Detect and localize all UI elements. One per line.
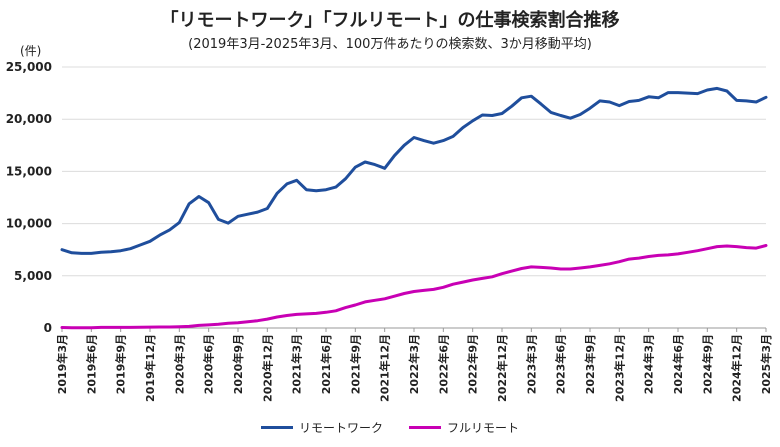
x-tick-label: 2024年12月: [730, 334, 744, 402]
y-tick-label: 10,000: [6, 217, 52, 231]
x-tick-label: 2023年3月: [524, 334, 538, 394]
x-tick-label: 2020年9月: [231, 334, 245, 394]
x-tick-label: 2022年12月: [495, 334, 509, 402]
legend-swatch-remote-work: [260, 426, 293, 429]
x-tick-label: 2019年6月: [84, 334, 98, 394]
x-tick-label: 2022年6月: [436, 334, 450, 394]
x-tick-label: 2021年12月: [378, 334, 392, 402]
legend-item-remote-work: リモートワーク: [260, 419, 383, 436]
x-tick-label: 2020年3月: [172, 334, 186, 394]
x-tick-label: 2022年3月: [407, 334, 421, 394]
chart-subtitle: (2019年3月-2025年3月、100万件あたりの検索数、3か月移動平均): [188, 37, 592, 52]
legend-item-full-remote: フルリモート: [409, 419, 519, 436]
series-line-remote-work: [60, 86, 768, 255]
x-tick-label: 2021年3月: [290, 334, 304, 394]
x-tick-label: 2020年12月: [260, 334, 274, 402]
x-tick-label: 2024年3月: [642, 334, 656, 394]
y-tick-label: 0: [44, 321, 52, 335]
x-tick-label: 2021年9月: [348, 334, 362, 394]
x-tick-label: 2024年9月: [700, 334, 714, 394]
x-tick-label: 2023年9月: [583, 334, 597, 394]
legend-label-full-remote: フルリモート: [447, 421, 520, 435]
x-tick-label: 2022年9月: [466, 334, 480, 394]
x-tick-label: 2025年3月: [759, 334, 773, 394]
y-axis-unit-label: (件): [20, 44, 42, 58]
y-tick-label: 25,000: [6, 60, 52, 74]
legend: リモートワーク フルリモート: [0, 419, 780, 436]
x-tick-label: 2020年6月: [202, 334, 216, 394]
x-tick-label: 2023年12月: [612, 334, 626, 402]
x-tick-label: 2019年12月: [143, 334, 157, 402]
x-tick-label: 2023年6月: [554, 334, 568, 394]
legend-swatch-full-remote: [409, 426, 441, 429]
y-tick-label: 15,000: [6, 164, 52, 178]
legend-label-remote-work: リモートワーク: [298, 421, 383, 435]
x-tick-label: 2024年6月: [671, 334, 685, 394]
chart-title: 「リモートワーク」「フルリモート」の仕事検索割合推移: [160, 10, 620, 31]
y-tick-label: 5,000: [14, 269, 52, 283]
x-tick-label: 2019年3月: [55, 334, 69, 394]
x-tick-label: 2019年9月: [114, 334, 128, 394]
y-tick-label: 20,000: [6, 112, 52, 126]
x-tick-label: 2021年6月: [319, 334, 333, 394]
series-line-full-remote: [60, 244, 768, 330]
